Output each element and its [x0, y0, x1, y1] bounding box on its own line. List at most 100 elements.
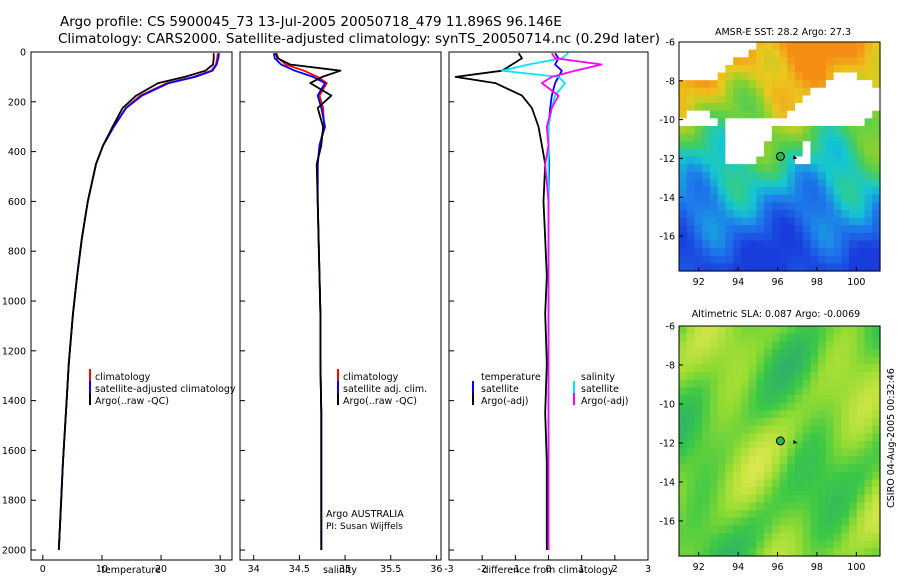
sla_map-cell [686, 341, 696, 350]
sla_map-cell [764, 494, 773, 503]
sst_map-cell [794, 125, 804, 135]
sla_map-cell [709, 548, 719, 557]
sla_map-cell [702, 464, 711, 473]
sst_map-cell [733, 57, 742, 66]
sla_map-cell [686, 441, 696, 450]
sla_map-cell [779, 410, 788, 419]
sst_map-cell [709, 42, 719, 51]
sla_map-cell [833, 364, 842, 373]
sla_map-cell [872, 387, 881, 396]
sla_map-cell [740, 510, 750, 519]
sst_map-cell [794, 72, 804, 81]
sla_map-cell [748, 333, 757, 342]
sla_map-cell [825, 464, 835, 473]
temperature-ytick-label: 800 [8, 247, 26, 258]
sst_map-cell [709, 217, 719, 226]
sst_map-cell [794, 225, 804, 234]
sla_map-cell [833, 418, 842, 427]
sla_map-cell [787, 525, 796, 534]
sla_map-cell [771, 487, 781, 496]
sla_map-cell [864, 395, 873, 404]
sla_map-ytick-label: -10 [659, 399, 675, 410]
sst_map-cell [771, 263, 781, 272]
sst_map-cell [833, 164, 842, 173]
sla_map-cell [686, 387, 696, 396]
sla_map-cell [794, 494, 804, 503]
sst_map-cell [818, 95, 827, 104]
sla_map-cell [702, 333, 711, 342]
sst_map-cell [794, 202, 804, 211]
sst_map-cell [872, 240, 881, 249]
sst_map-cell [849, 255, 858, 264]
sla_map-cell [787, 364, 796, 373]
sla_map-cell [740, 533, 750, 542]
sla_map-cell [779, 402, 788, 411]
sst_map-cell [709, 156, 719, 165]
sst_map-cell [686, 240, 696, 249]
sst_map-cell [725, 95, 734, 104]
sla_map-cell [679, 456, 688, 465]
sst_map-cell [856, 225, 866, 234]
sst_map-cell [825, 164, 835, 173]
sla_map-cell [818, 456, 827, 465]
salinity-xlabel: salinity [323, 565, 357, 576]
difference-series-salinity-satellite [501, 52, 569, 550]
sst_map-cell [717, 187, 726, 196]
sla_map-cell [709, 402, 719, 411]
sla_map-cell [717, 540, 726, 549]
sla_map-cell [679, 502, 688, 511]
sla_map-cell [779, 502, 788, 511]
sla_map-cell [810, 433, 819, 442]
sst_map-cell [771, 57, 781, 66]
sla_map-cell [818, 341, 827, 350]
sla_map-cell [679, 402, 688, 411]
sst_map-cell [794, 49, 804, 58]
sst_map-cell [702, 225, 711, 234]
sla_map-cell [810, 410, 819, 419]
sst_map-cell [849, 232, 858, 242]
sst_map-cell [841, 225, 850, 234]
sla_map-cell [825, 433, 835, 442]
sst_map-cell [856, 164, 866, 173]
sla_map-cell [748, 494, 757, 503]
sla_map-cell [856, 464, 866, 473]
sst_map-cell [810, 103, 819, 112]
sla_map-cell [856, 425, 866, 434]
sst_map-cell [694, 133, 703, 142]
sla_map-cell [849, 425, 858, 434]
sla_map-cell [825, 425, 835, 434]
sst_map-cell [849, 64, 858, 74]
sst_map-cell [764, 263, 773, 272]
sst_map-cell [802, 57, 812, 66]
sst_map-cell [740, 248, 750, 257]
sst_map-cell [841, 194, 850, 203]
sla_map-cell [756, 425, 765, 434]
sla_map-cell [679, 333, 688, 342]
sla_map-cell [771, 433, 781, 442]
sst_map-cell [787, 42, 796, 51]
sla_map-cell [856, 410, 866, 419]
sst_map-cell [818, 125, 827, 135]
sst_map-cell [864, 217, 873, 226]
sst_map-cell [694, 141, 703, 150]
sst_map-cell [702, 156, 711, 165]
sla_map-cell [740, 479, 750, 488]
sla_map-cell [818, 402, 827, 411]
temperature-xtick-label: 30 [214, 564, 226, 575]
sst_map-cell [725, 263, 734, 272]
sst_map-cell [856, 42, 866, 51]
sst_map-cell [810, 141, 819, 150]
sla_map-cell [733, 548, 742, 557]
sla_map-cell [702, 356, 711, 365]
sla_map-cell [686, 448, 696, 457]
sst_map-cell [779, 232, 788, 242]
sst_map-cell [802, 202, 812, 211]
sst_map-cell [810, 110, 819, 119]
sla_map-cell [717, 471, 726, 480]
sst_map-cell [748, 72, 757, 81]
sst_map-cell [756, 187, 765, 196]
sst_map-cell [748, 148, 757, 158]
sst_map-cell [686, 263, 696, 272]
sla_map-cell [802, 502, 812, 511]
sst_map-cell [771, 95, 781, 104]
